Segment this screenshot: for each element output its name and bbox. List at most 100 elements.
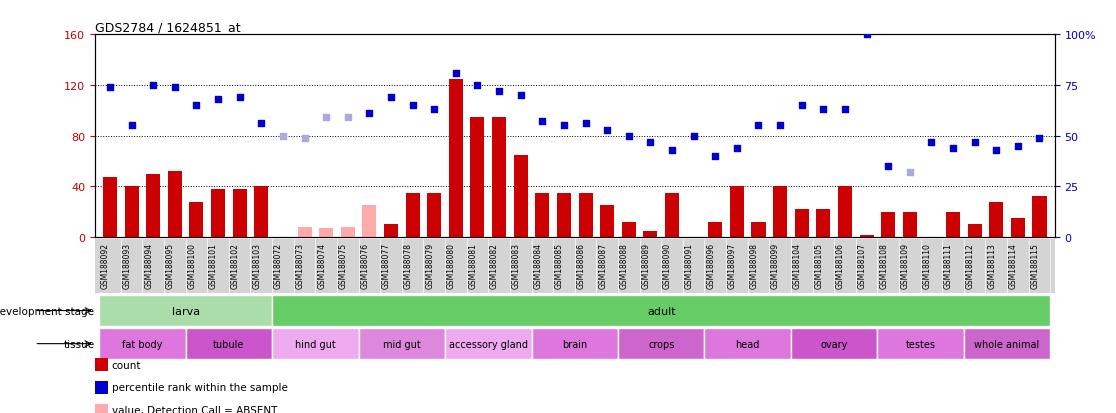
- Bar: [272, 295, 1050, 326]
- Point: [144, 83, 162, 89]
- Text: percentile rank within the sample: percentile rank within the sample: [112, 382, 288, 392]
- Point: [815, 107, 833, 113]
- Bar: [578, 193, 593, 237]
- Point: [446, 70, 464, 77]
- Text: GSM188096: GSM188096: [706, 242, 715, 288]
- Text: GSM188090: GSM188090: [663, 242, 672, 288]
- Point: [663, 147, 681, 154]
- Text: GSM188094: GSM188094: [144, 242, 153, 288]
- Bar: [471, 117, 484, 237]
- Point: [706, 153, 724, 160]
- Bar: [536, 193, 549, 237]
- Text: GSM188105: GSM188105: [815, 242, 824, 288]
- Text: GSM188098: GSM188098: [750, 242, 759, 288]
- Text: GSM188086: GSM188086: [577, 242, 586, 288]
- Bar: [618, 328, 704, 359]
- Text: GSM188091: GSM188091: [684, 242, 694, 288]
- Point: [231, 95, 249, 101]
- Text: GSM188104: GSM188104: [792, 242, 801, 288]
- Text: crops: crops: [648, 339, 674, 349]
- Bar: [903, 212, 917, 237]
- Text: adult: adult: [647, 306, 675, 316]
- Text: GSM188082: GSM188082: [490, 242, 499, 288]
- Bar: [125, 187, 138, 237]
- Bar: [665, 193, 679, 237]
- Text: tissue: tissue: [64, 339, 95, 349]
- Bar: [445, 328, 531, 359]
- Point: [296, 135, 314, 142]
- Bar: [319, 229, 334, 237]
- Text: GSM188101: GSM188101: [209, 242, 218, 288]
- Bar: [513, 155, 528, 237]
- Bar: [167, 172, 182, 237]
- Bar: [146, 174, 161, 237]
- Point: [555, 123, 573, 130]
- Text: GSM188088: GSM188088: [619, 242, 628, 288]
- Bar: [882, 212, 895, 237]
- Bar: [99, 295, 272, 326]
- Text: GSM188109: GSM188109: [901, 242, 910, 288]
- Bar: [622, 222, 636, 237]
- Text: GSM188076: GSM188076: [360, 242, 369, 288]
- Bar: [964, 328, 1050, 359]
- Point: [750, 123, 768, 130]
- Text: GSM188085: GSM188085: [555, 242, 564, 288]
- Text: value, Detection Call = ABSENT: value, Detection Call = ABSENT: [112, 405, 277, 413]
- Text: head: head: [735, 339, 760, 349]
- Bar: [643, 231, 657, 237]
- Text: brain: brain: [562, 339, 587, 349]
- Point: [923, 139, 941, 146]
- Point: [577, 121, 595, 128]
- Point: [490, 88, 508, 95]
- Text: GSM188097: GSM188097: [728, 242, 737, 288]
- Bar: [751, 222, 766, 237]
- Text: mid gut: mid gut: [383, 339, 421, 349]
- Text: GDS2784 / 1624851_at: GDS2784 / 1624851_at: [95, 21, 240, 34]
- Point: [642, 139, 660, 146]
- Bar: [795, 210, 809, 237]
- Text: GSM188080: GSM188080: [446, 242, 455, 288]
- Text: GSM188099: GSM188099: [771, 242, 780, 288]
- Bar: [877, 328, 964, 359]
- Text: GSM188081: GSM188081: [469, 242, 478, 288]
- Text: GSM188073: GSM188073: [296, 242, 305, 288]
- Bar: [531, 328, 618, 359]
- Text: hind gut: hind gut: [295, 339, 336, 349]
- Bar: [363, 206, 376, 237]
- Point: [836, 107, 854, 113]
- Point: [425, 107, 443, 113]
- Point: [404, 102, 422, 109]
- Point: [901, 169, 918, 176]
- Bar: [838, 187, 852, 237]
- Point: [102, 84, 119, 91]
- Text: GSM188078: GSM188078: [404, 242, 413, 288]
- Bar: [791, 328, 877, 359]
- Bar: [968, 225, 982, 237]
- Bar: [946, 212, 960, 237]
- Text: GSM188092: GSM188092: [100, 242, 110, 288]
- Text: count: count: [112, 360, 141, 370]
- Bar: [816, 210, 830, 237]
- Text: GSM188103: GSM188103: [252, 242, 261, 288]
- Bar: [989, 202, 1003, 237]
- Text: GSM188100: GSM188100: [187, 242, 196, 288]
- Point: [469, 83, 487, 89]
- Text: GSM188084: GSM188084: [533, 242, 542, 288]
- Point: [879, 163, 897, 170]
- Text: GSM188113: GSM188113: [988, 242, 997, 288]
- Text: testes: testes: [905, 339, 935, 349]
- Point: [771, 123, 789, 130]
- Point: [382, 95, 400, 101]
- Point: [252, 121, 270, 128]
- Text: GSM188093: GSM188093: [123, 242, 132, 288]
- Bar: [859, 235, 874, 237]
- Point: [209, 97, 227, 103]
- Text: development stage: development stage: [0, 306, 95, 316]
- Text: GSM188106: GSM188106: [836, 242, 845, 288]
- Bar: [185, 328, 272, 359]
- Point: [1009, 143, 1027, 150]
- Text: ovary: ovary: [820, 339, 848, 349]
- Bar: [405, 193, 420, 237]
- Text: fat body: fat body: [123, 339, 163, 349]
- Bar: [773, 187, 787, 237]
